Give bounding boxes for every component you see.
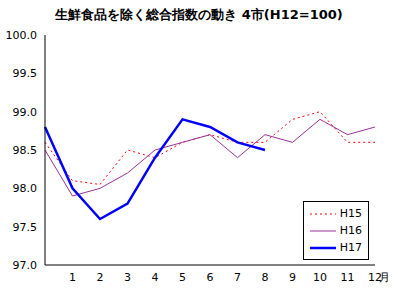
svg-text:98.0: 98.0 (13, 182, 38, 195)
svg-text:6: 6 (207, 271, 214, 284)
svg-text:7: 7 (234, 271, 241, 284)
svg-text:99.0: 99.0 (13, 106, 38, 119)
html-text:生鮮食品を除く総合指数の動き 4市(H12=100): 生鮮食品を除く総合指数の動き 4市(H12=100) (55, 7, 343, 22)
svg-text:97.5: 97.5 (13, 221, 38, 234)
svg-text:12: 12 (368, 270, 382, 284)
svg-text:4: 4 (152, 271, 159, 284)
svg-text:5: 5 (179, 271, 186, 284)
html-text:H16: H16 (339, 224, 362, 237)
svg-text:1: 1 (69, 271, 76, 284)
svg-text:11: 11 (341, 271, 355, 284)
html-text:H17: H17 (339, 241, 362, 254)
svg-text:97.0: 97.0 (13, 259, 38, 272)
svg-text:月: 月 (379, 271, 390, 284)
svg-text:100.0: 100.0 (8, 29, 37, 42)
svg-text:8: 8 (262, 271, 269, 284)
svg-text:2: 2 (97, 271, 104, 284)
svg-text:9: 9 (289, 271, 296, 284)
svg-text:10: 10 (313, 271, 327, 284)
svg-text:98.5: 98.5 (13, 144, 38, 157)
html-text:H15: H15 (339, 207, 362, 220)
svg-text:3: 3 (124, 271, 131, 284)
svg-text:99.5: 99.5 (13, 67, 38, 80)
